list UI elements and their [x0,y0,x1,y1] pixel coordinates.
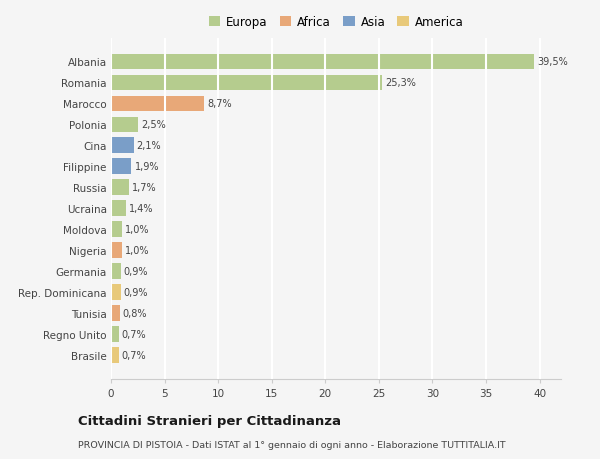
Text: 0,9%: 0,9% [124,267,148,277]
Text: 0,7%: 0,7% [122,330,146,340]
Bar [111,327,119,342]
Text: PROVINCIA DI PISTOIA - Dati ISTAT al 1° gennaio di ogni anno - Elaborazione TUTT: PROVINCIA DI PISTOIA - Dati ISTAT al 1° … [78,441,506,449]
Text: 1,0%: 1,0% [125,246,149,256]
Text: 25,3%: 25,3% [385,78,416,88]
Legend: Europa, Africa, Asia, America: Europa, Africa, Asia, America [209,16,464,29]
Text: 8,7%: 8,7% [208,99,232,109]
Bar [111,201,126,217]
Bar [111,285,121,301]
Text: 39,5%: 39,5% [538,57,568,67]
Bar [111,264,121,280]
Bar [111,222,122,238]
Text: 2,5%: 2,5% [141,120,166,130]
Bar [111,306,119,321]
Bar [111,159,131,175]
Bar [111,138,133,154]
Bar [111,117,138,133]
Text: 0,8%: 0,8% [123,308,147,319]
Bar [111,347,119,363]
Text: 1,4%: 1,4% [129,204,154,214]
Text: 2,1%: 2,1% [137,141,161,151]
Bar [111,75,382,91]
Text: Cittadini Stranieri per Cittadinanza: Cittadini Stranieri per Cittadinanza [78,414,341,428]
Bar [111,180,129,196]
Text: 0,7%: 0,7% [122,350,146,360]
Text: 1,7%: 1,7% [133,183,157,193]
Text: 1,0%: 1,0% [125,225,149,235]
Bar [111,55,534,70]
Text: 0,9%: 0,9% [124,288,148,297]
Bar [111,96,204,112]
Text: 1,9%: 1,9% [134,162,159,172]
Bar [111,243,122,258]
